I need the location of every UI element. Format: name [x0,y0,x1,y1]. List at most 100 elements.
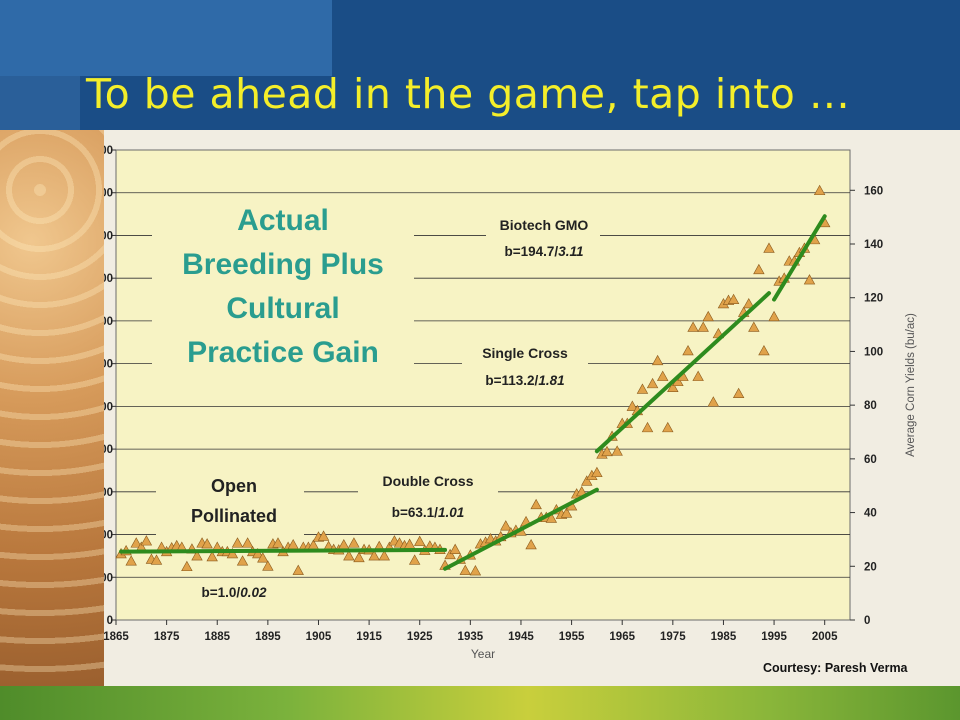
corn-kernel-image [0,130,104,690]
data-point [692,370,704,381]
data-point [348,537,360,548]
annotation-rate: b=194.7/3.11 [505,244,584,259]
data-point [545,512,558,523]
x-tick-label: 1875 [154,631,180,643]
annotation-label: Open [211,476,257,496]
data-point [748,321,760,332]
data-point [641,421,654,433]
corn-kernel-texture [0,130,104,690]
data-point [591,466,603,478]
y-tick-label-left: 10000 [104,188,113,200]
trend-line [119,547,448,554]
slide-header [0,0,960,130]
data-point [125,555,137,566]
data-point [181,560,193,572]
chart-panel: 0100020003000400050006000700080009000100… [104,130,960,686]
x-tick-label: 1865 [104,631,129,643]
data-point [702,310,714,322]
x-tick-label: 1935 [458,631,484,643]
annotation-label: Single Cross [482,345,568,361]
x-tick-label: 1915 [356,631,382,643]
y-tick-label-left: 2000 [104,530,113,542]
data-point [813,184,826,196]
y-tick-label-left: 7000 [104,316,113,328]
y-tick-label-right: 140 [864,239,883,251]
y-tick-label-left: 0 [107,615,113,627]
data-point [662,421,674,433]
data-point [753,263,765,275]
data-point [459,564,471,575]
data-point [682,345,694,356]
data-point [378,550,390,561]
label-backing [358,466,498,532]
slide-title: To be ahead in the game, tap into … [86,70,851,118]
slide-footer-band [0,686,960,720]
data-point [611,445,623,456]
label-backing [156,470,304,538]
y-tick-label-right: 80 [864,400,877,412]
trend-line [594,291,772,454]
x-tick-label: 2005 [812,631,838,643]
data-point [646,377,659,389]
y-tick-label-right: 0 [864,615,870,627]
y-tick-label-right: 160 [864,185,883,197]
data-point [732,387,745,399]
data-point [257,552,269,563]
data-point [292,564,304,575]
x-tick-label: 1945 [508,631,534,643]
data-point [353,551,365,563]
data-point [368,550,380,561]
data-point [236,555,249,566]
data-point [130,537,142,548]
data-point [140,535,153,546]
data-point [626,400,639,411]
data-point [252,547,264,559]
chart-heading-line: Practice Gain [187,336,379,369]
x-tick-label: 1905 [306,631,332,643]
y-tick-label-left: 6000 [104,359,113,371]
annotation-label: Double Cross [382,473,473,489]
annotation-rate: b=63.1/1.01 [392,505,464,520]
x-tick-label: 1965 [609,631,635,643]
annotation-rate: b=113.2/1.81 [485,373,564,388]
data-point [651,354,664,366]
x-tick-label: 1975 [660,631,686,643]
chart-heading-line: Breeding Plus [182,248,384,281]
data-point [803,274,816,285]
data-point [444,548,456,560]
data-point [687,321,699,332]
data-point [408,554,421,565]
data-point [581,475,593,486]
data-point [201,538,213,549]
header-accent-block [0,0,332,76]
data-point [525,538,537,550]
y-tick-label-left: 5000 [104,401,113,413]
x-tick-label: 1985 [711,631,737,643]
data-point [768,310,780,322]
data-point [727,293,740,305]
y-tick-label-right: 20 [864,561,877,573]
corn-yield-chart: 0100020003000400050006000700080009000100… [104,145,917,661]
data-point [206,550,218,562]
data-point [226,547,239,559]
data-point [449,543,461,554]
y-tick-label-left: 9000 [104,230,113,242]
data-point [241,537,254,548]
x-tick-label: 1895 [255,631,281,643]
data-point [272,537,284,548]
chart-heading-line: Cultural [226,292,339,325]
data-point [150,554,163,565]
y-tick-label-right: 60 [864,454,877,466]
data-point [636,383,649,394]
y-tick-label-right: 120 [864,293,883,305]
data-point [500,520,512,531]
data-point [667,381,679,393]
y-tick-label-left: 11000 [104,145,113,157]
chart-heading-line: Actual [237,204,329,237]
y-axis-label-right: Average Corn Yields (bu/ac) [905,313,917,457]
data-point [231,537,244,548]
data-point [697,321,709,332]
header-accent-stripe [0,76,80,130]
y-tick-label-right: 40 [864,508,877,520]
x-tick-label: 1955 [559,631,585,643]
